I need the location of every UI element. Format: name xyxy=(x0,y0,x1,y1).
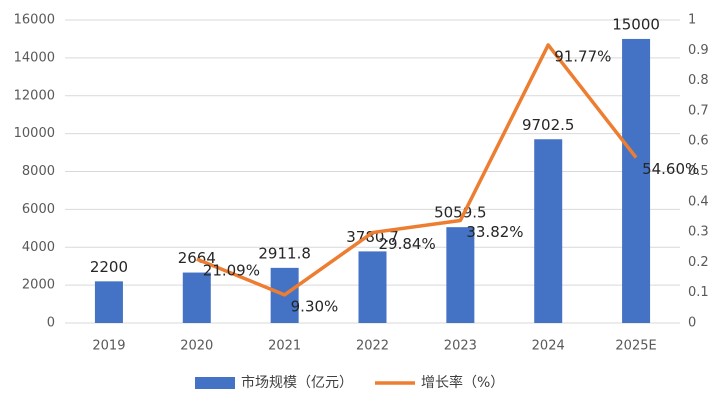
y2-tick-label: 1 xyxy=(688,13,696,28)
x-tick-label: 2019 xyxy=(92,339,125,354)
y-tick-label: 8000 xyxy=(22,164,55,179)
y-tick-label: 14000 xyxy=(14,50,55,65)
y2-tick-label: 0.3 xyxy=(688,225,709,240)
y2-tick-label: 0.8 xyxy=(688,73,709,88)
y2-tick-label: 0 xyxy=(688,316,696,331)
y-tick-label: 12000 xyxy=(14,88,55,103)
bar-value-label: 2200 xyxy=(90,258,128,276)
x-tick-label: 2022 xyxy=(356,339,389,354)
x-tick-label: 2023 xyxy=(444,339,477,354)
y-tick-label: 0 xyxy=(47,316,55,331)
y2-tick-label: 0.4 xyxy=(688,194,709,209)
bar-value-label: 15000 xyxy=(612,15,660,33)
line-value-label: 54.60% xyxy=(642,160,699,178)
bar-value-label: 2911.8 xyxy=(258,244,311,262)
x-tick-label: 2020 xyxy=(180,339,213,354)
y2-tick-label: 0.2 xyxy=(688,255,709,270)
bar xyxy=(94,281,123,323)
line-value-label: 9.30% xyxy=(291,297,339,315)
line xyxy=(196,43,638,297)
y2-tick-label: 0.9 xyxy=(688,43,709,58)
y-tick-label: 10000 xyxy=(14,126,55,141)
line-value-label: 29.84% xyxy=(379,235,436,253)
bar xyxy=(358,251,387,323)
y-tick-label: 2000 xyxy=(22,278,55,293)
y2-tick-label: 0.6 xyxy=(688,134,709,149)
line-value-label: 91.77% xyxy=(554,47,611,65)
x-tick-label: 2024 xyxy=(532,339,565,354)
legend-label: 增长率（%） xyxy=(421,374,504,391)
x-tick-label: 2025E xyxy=(615,339,656,354)
y-tick-label: 6000 xyxy=(22,202,55,217)
y-tick-label: 16000 xyxy=(14,13,55,28)
y2-tick-label: 0.7 xyxy=(688,103,709,118)
bar xyxy=(446,227,475,323)
x-tick-label: 2021 xyxy=(268,339,301,354)
line-value-label: 21.09% xyxy=(203,262,260,280)
y2-tick-label: 0.5 xyxy=(688,164,709,179)
legend-label: 市场规模（亿元） xyxy=(241,374,353,391)
y-tick-label: 4000 xyxy=(22,240,55,255)
bar-value-label: 5059.5 xyxy=(434,204,487,222)
bar xyxy=(182,272,211,323)
line-value-label: 33.82% xyxy=(466,223,523,241)
bar xyxy=(622,38,651,323)
y2-tick-label: 0.1 xyxy=(688,285,709,300)
legend-swatch xyxy=(195,377,235,389)
bar xyxy=(534,139,563,323)
bar-value-label: 9702.5 xyxy=(522,116,575,134)
